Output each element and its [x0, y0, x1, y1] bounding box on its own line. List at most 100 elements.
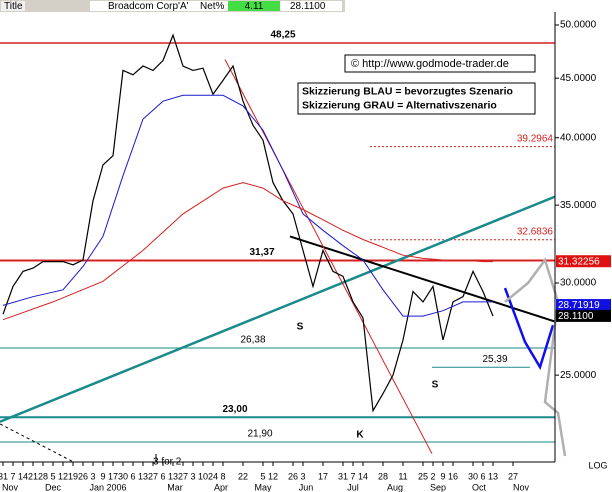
x-tick-label: 21: [28, 471, 38, 481]
annotation: S: [432, 380, 439, 391]
x-tick-label: 13: [168, 471, 178, 481]
watermark: © http://www.godmode-trader.de: [351, 58, 509, 70]
price-box: [556, 299, 611, 312]
y-tick-label: 40.0000: [560, 132, 597, 143]
x-tick-label: 14: [358, 471, 368, 481]
x-tick-label: 12: [268, 471, 278, 481]
annotation: K: [356, 430, 364, 441]
price-line: [2, 94, 493, 317]
x-tick-label: 27: [508, 471, 518, 481]
x-tick-label: 19: [68, 471, 78, 481]
x-tick-label: 5: [50, 471, 55, 481]
annotation: S: [297, 322, 304, 333]
header-cell: [280, 1, 342, 11]
month-label: Sep: [430, 482, 446, 492]
price-line: [2, 182, 493, 321]
x-tick-label: 17: [108, 471, 118, 481]
x-tick-label: 8: [220, 471, 225, 481]
header: Title Broadcom Corp'A' Net% 4.11 28.1100: [0, 0, 345, 12]
x-tick-label: 6: [480, 471, 485, 481]
x-tick-label: 17: [318, 471, 328, 481]
plot-area: [0, 33, 555, 462]
x-tick-label: 13: [488, 471, 498, 481]
x-tick-label: 7: [350, 471, 355, 481]
x-tick-label: 26: [78, 471, 88, 481]
month-label: Aug: [387, 482, 403, 492]
legend-line: Skizzierung BLAU = bevorzugtes Szenario: [302, 85, 513, 97]
y-tick-label: 30.0000: [560, 278, 597, 289]
x-tick-label: 7: [10, 471, 15, 481]
x-tick-label: 31: [0, 471, 8, 481]
price-box: [556, 309, 611, 322]
level-label: 23,00: [222, 404, 247, 415]
month-label: Nov: [2, 482, 19, 492]
month-label: Mar: [167, 482, 183, 492]
month-label: Apr: [214, 482, 228, 492]
target-label: 39.2964: [517, 133, 554, 144]
month-label: Jan 2006: [89, 482, 126, 492]
x-tick-label: 6: [160, 471, 165, 481]
x-tick-label: 22: [238, 471, 248, 481]
month-label: Jun: [299, 482, 314, 492]
price-line: [2, 33, 494, 413]
x-tick-label: 25: [418, 471, 428, 481]
price-box-label: 28.71919: [558, 300, 600, 311]
x-tick-label: 26: [288, 471, 298, 481]
trend-line: [0, 423, 75, 462]
scenario-line: [503, 287, 555, 371]
x-tick-label: 5: [260, 471, 265, 481]
level-label: 21,90: [247, 429, 272, 440]
header-cell: [1, 1, 25, 11]
x-tick-label: 3: [300, 471, 305, 481]
y-tick-label: 50.0000: [560, 20, 597, 31]
level-label: 31,37: [249, 247, 274, 258]
header-last: 28.1100: [290, 1, 326, 12]
event-label: 3 for 2: [153, 457, 182, 468]
price-box: [556, 255, 611, 268]
x-tick-label: 9: [440, 471, 445, 481]
x-tick-label: 3: [190, 471, 195, 481]
header-change-label: Net%: [200, 1, 225, 12]
level-label: 25,39: [482, 354, 507, 365]
price-box-label: 31.32256: [558, 256, 600, 267]
header-name: Broadcom Corp'A': [108, 1, 189, 12]
x-tick-label: 28: [38, 471, 48, 481]
x-tick-label: 3: [90, 471, 95, 481]
header-cell: [198, 1, 228, 11]
target-label: 32.6836: [517, 226, 554, 237]
x-tick-label: 11: [398, 471, 407, 481]
x-tick-label: 30: [468, 471, 478, 481]
x-tick-label: 10: [198, 471, 208, 481]
y-tick-label: 35.0000: [560, 200, 597, 211]
x-tick-label: 16: [448, 471, 458, 481]
x-tick-label: 30: [118, 471, 128, 481]
y-tick-label: 45.0000: [560, 73, 597, 84]
x-tick-label: 2: [430, 471, 435, 481]
x-tick-label: 27: [148, 471, 158, 481]
y-tick-label: 25.0000: [560, 370, 597, 381]
legend-box: [297, 82, 536, 115]
x-tick-label: 13: [138, 471, 148, 481]
x-tick-label: 27: [178, 471, 188, 481]
legend-line: Skizzierung GRAU = Alternativszenario: [302, 99, 497, 111]
month-label: Dec: [45, 482, 62, 492]
level-label: 48,25: [270, 30, 295, 41]
x-tick-label: 12: [58, 471, 68, 481]
x-tick-label: 28: [378, 471, 388, 481]
month-label: Jul: [347, 482, 359, 492]
header-cell: [228, 1, 280, 11]
x-tick-label: 24: [208, 471, 218, 481]
header-title: Title: [4, 1, 23, 12]
month-label: Oct: [472, 482, 487, 492]
x-tick-label: 14: [18, 471, 28, 481]
x-tick-label: 31: [338, 471, 348, 481]
level-label: 26,38: [240, 335, 265, 346]
trend-line: [0, 195, 555, 423]
watermark-box: [344, 54, 536, 73]
price-box-label: 28.1100: [558, 311, 594, 322]
header-cell: [90, 1, 198, 11]
x-tick-label: 6: [130, 471, 135, 481]
month-label: Nov: [513, 482, 530, 492]
